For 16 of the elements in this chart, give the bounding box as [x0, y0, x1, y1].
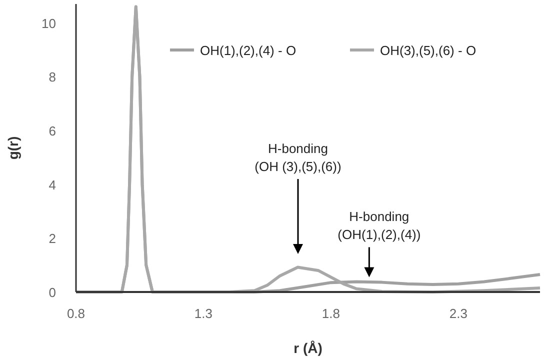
- y-tick-label: 2: [48, 231, 56, 246]
- annotation: H-bonding (OH(1),(2),(4)): [338, 209, 421, 242]
- y-axis-title: g(r): [5, 136, 21, 160]
- y-tick-label: 6: [48, 124, 56, 139]
- x-tick-label: 0.8: [66, 306, 86, 321]
- x-tick-label: 1.3: [194, 306, 213, 321]
- y-tick-label: 8: [48, 70, 56, 85]
- y-tick-label: 4: [48, 177, 56, 192]
- x-tick-label: 2.3: [449, 306, 468, 321]
- legend-label: OH(3),(5),(6) - O: [380, 43, 476, 58]
- annotation: H-bonding (OH (3),(5),(6)): [254, 141, 342, 174]
- x-tick-label: 1.8: [322, 306, 340, 321]
- y-tick-label: 0: [48, 285, 56, 300]
- x-axis-title: r (Å): [294, 340, 322, 356]
- y-tick-label: 10: [42, 16, 56, 31]
- legend-label: OH(1),(2),(4) - O: [200, 43, 296, 58]
